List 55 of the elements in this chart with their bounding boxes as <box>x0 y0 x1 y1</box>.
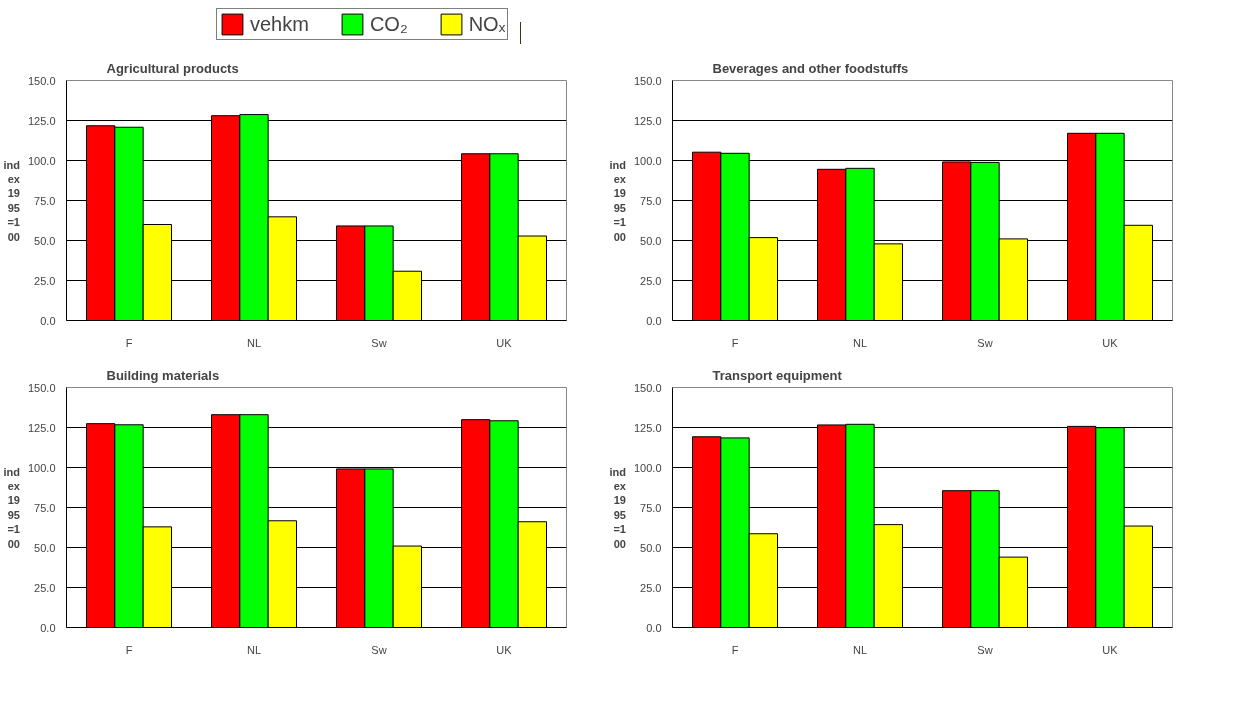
y-tick-label: 125.0 <box>27 421 56 434</box>
chart-title: Transport equipment <box>712 367 843 383</box>
x-tick-label: Sw <box>977 643 993 656</box>
y-tick-label: 25.0 <box>640 581 662 594</box>
y-tick-label: 50.0 <box>640 234 662 247</box>
y-tick-label: 25.0 <box>34 581 56 594</box>
y-tick-label: 0.0 <box>40 621 56 634</box>
y-tick-label: 50.0 <box>34 541 56 554</box>
y-axis-title: ind ex 19 95 =1 00 <box>609 158 627 243</box>
chart-title: Agricultural products <box>106 60 239 76</box>
chart-title: Beverages and other foodstuffs <box>712 60 909 76</box>
x-tick-label: F <box>731 643 739 656</box>
x-tick-label: NL <box>852 336 868 349</box>
y-axis-title: ind ex 19 95 =1 00 <box>3 465 21 550</box>
y-tick-label: 50.0 <box>640 541 662 554</box>
y-tick-label: 150.0 <box>27 381 56 394</box>
y-tick-label: 100.0 <box>27 461 56 474</box>
y-tick-label: 100.0 <box>633 154 662 167</box>
y-tick-label: 125.0 <box>27 114 56 127</box>
y-tick-label: 100.0 <box>27 154 56 167</box>
y-tick-label: 25.0 <box>34 274 56 287</box>
x-tick-label: UK <box>496 336 513 349</box>
y-tick-label: 50.0 <box>34 234 56 247</box>
y-tick-label: 75.0 <box>34 194 56 207</box>
y-axis-title: ind ex 19 95 =1 00 <box>3 158 21 243</box>
y-tick-label: 75.0 <box>640 501 662 514</box>
y-tick-label: 150.0 <box>27 74 56 87</box>
y-tick-label: 150.0 <box>633 74 662 87</box>
y-tick-label: 100.0 <box>633 461 662 474</box>
x-tick-label: F <box>125 336 133 349</box>
x-tick-label: Sw <box>371 643 387 656</box>
x-tick-label: UK <box>1102 336 1119 349</box>
y-tick-label: 125.0 <box>633 421 662 434</box>
y-tick-label: 125.0 <box>633 114 662 127</box>
y-axis-title: ind ex 19 95 =1 00 <box>609 465 627 550</box>
x-tick-label: F <box>731 336 739 349</box>
x-tick-label: NL <box>852 643 868 656</box>
y-tick-label: 75.0 <box>640 194 662 207</box>
y-tick-label: 25.0 <box>640 274 662 287</box>
x-tick-label: NL <box>246 336 262 349</box>
y-tick-label: 0.0 <box>646 621 662 634</box>
x-tick-label: Sw <box>371 336 387 349</box>
y-tick-label: 75.0 <box>34 501 56 514</box>
legend-label: CO₂ <box>369 12 408 36</box>
chart-title: Building materials <box>106 367 220 383</box>
y-tick-label: 150.0 <box>633 381 662 394</box>
legend-label: vehkm <box>250 12 309 36</box>
x-tick-label: F <box>125 643 133 656</box>
x-tick-label: UK <box>496 643 513 656</box>
y-tick-label: 0.0 <box>40 314 56 327</box>
x-tick-label: Sw <box>977 336 993 349</box>
legend-label: NOₓ <box>468 12 506 36</box>
y-tick-label: 0.0 <box>646 314 662 327</box>
x-tick-label: UK <box>1102 643 1119 656</box>
x-tick-label: NL <box>246 643 262 656</box>
